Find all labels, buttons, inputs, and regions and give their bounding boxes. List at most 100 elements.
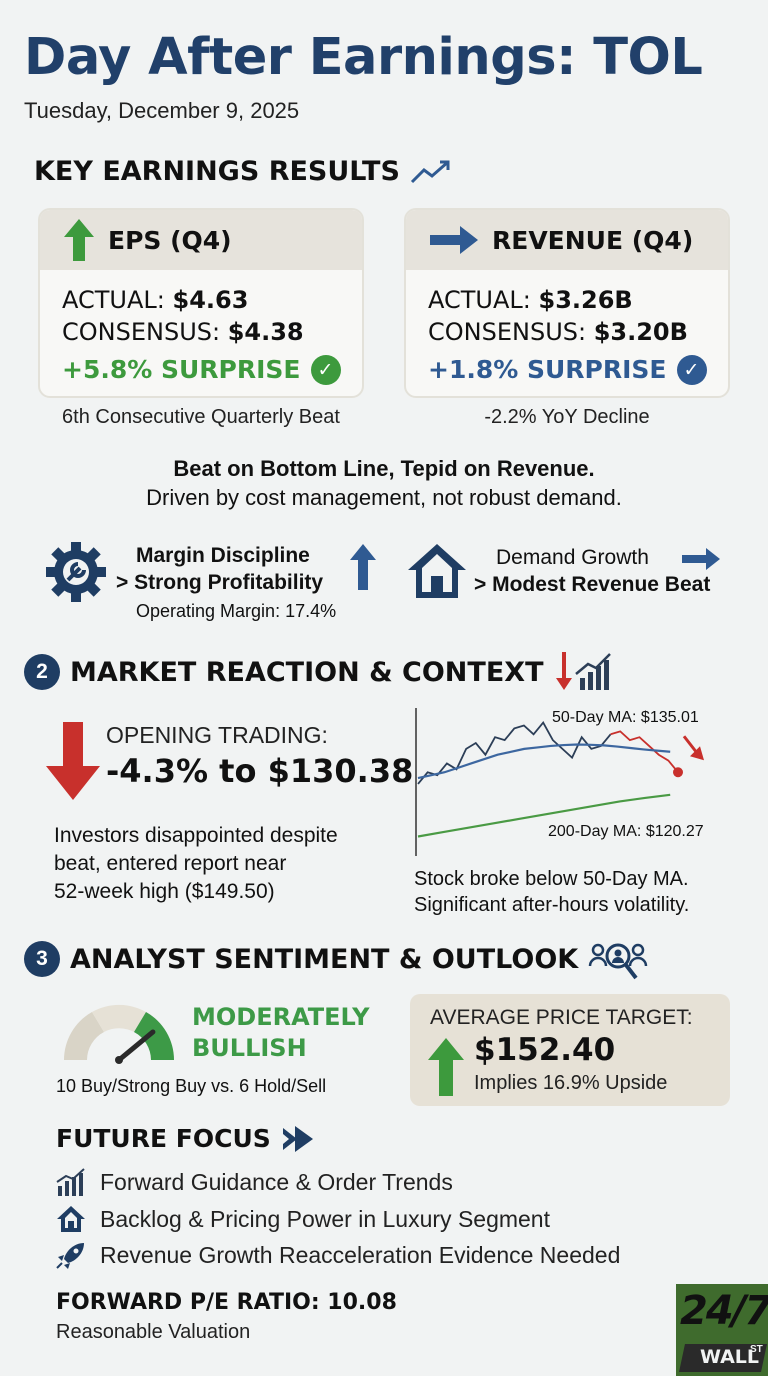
key-results-heading-text: KEY EARNINGS RESULTS [34, 156, 400, 187]
future-item: Forward Guidance & Order Trends [56, 1168, 453, 1196]
chart-icon [56, 1168, 85, 1196]
eps-actual-label: ACTUAL: [62, 286, 165, 314]
opening-value: -4.3% to $130.38 [106, 752, 414, 790]
gauge-hub [115, 1056, 123, 1064]
trend-up-icon [410, 160, 450, 183]
margin-line1: Margin Discipline [136, 544, 310, 567]
page-date: Tuesday, December 9, 2025 [24, 98, 300, 123]
revenue-actual-label: ACTUAL: [428, 286, 531, 314]
ma50-line [417, 743, 671, 780]
ma200-label: 200-Day MA: $120.27 [548, 823, 704, 840]
revenue-title: REVENUE (Q4) [492, 225, 694, 255]
opening-label: OPENING TRADING: [106, 722, 328, 748]
future-item-text: Forward Guidance & Order Trends [100, 1168, 453, 1195]
sentiment-line2: BULLISH [192, 1034, 307, 1062]
eps-consensus-value: $4.38 [227, 318, 304, 346]
logo-sub-text: WALL [700, 1346, 760, 1368]
gauge-segment-low [63, 1012, 104, 1060]
arrow-right-icon [682, 548, 720, 570]
revenue-surprise-text: +1.8% SURPRISE [428, 355, 667, 384]
page-title: Day After Earnings: TOL [24, 28, 703, 87]
margin-note: Operating Margin: 17.4% [136, 601, 337, 621]
eps-body: ACTUAL: $4.63 CONSENSUS: $4.38 +5.8% SUR… [40, 270, 362, 386]
moving-average-chart: 50-Day MA: $135.01 200-Day MA: $120.27 [415, 708, 704, 856]
check-circle-icon: ✓ [310, 355, 341, 385]
analyst-heading: 3 ANALYST SENTIMENT & OUTLOOK [24, 938, 648, 980]
valuation-note: Reasonable Valuation [56, 1321, 251, 1343]
people-search-icon [588, 943, 648, 980]
sentiment-gauge [63, 1004, 175, 1064]
eps-card-header: EPS (Q4) [40, 210, 362, 270]
market-description-line: Investors disappointed despite [54, 824, 338, 847]
down-arrow-chart-icon [555, 652, 611, 690]
ma200-line [417, 793, 671, 838]
future-heading: FUTURE FOCUS [56, 1124, 319, 1153]
revenue-card-header: REVENUE (Q4) [406, 210, 728, 270]
sentiment-line1: MODERATELY [192, 1003, 370, 1031]
eps-actual-row: ACTUAL: $4.63 [62, 284, 362, 316]
logo-main-text: 24/7 [680, 1288, 768, 1334]
future-item-text: Backlog & Pricing Power in Luxury Segmen… [100, 1205, 550, 1232]
section-number-2: 2 [24, 654, 60, 690]
market-description: Investors disappointed despite beat, ent… [54, 822, 338, 906]
future-heading-text: FUTURE FOCUS [56, 1124, 271, 1153]
house-icon [408, 544, 466, 598]
chart-caption: Stock broke below 50-Day MA. Significant… [414, 866, 689, 918]
eps-actual-value: $4.63 [172, 286, 249, 314]
margin-block: Margin Discipline > Strong Profitability… [116, 542, 356, 626]
demand-line1: Demand Growth [496, 546, 649, 569]
big-down-arrow-icon [46, 722, 100, 800]
gear-icon [46, 542, 106, 602]
market-description-line: beat, entered report near [54, 852, 287, 875]
revenue-consensus-row: CONSENSUS: $3.20B [428, 316, 728, 348]
price-target-label: AVERAGE PRICE TARGET: [430, 1006, 693, 1029]
arrow-up-icon [64, 219, 94, 261]
stock-last-point [673, 767, 683, 778]
gauge-needle [116, 1029, 156, 1063]
revenue-consensus-label: CONSENSUS: [428, 318, 587, 346]
section-number-3: 3 [24, 941, 60, 977]
rocket-icon [56, 1243, 84, 1269]
chart-caption-line: Significant after-hours volatility. [414, 894, 690, 916]
market-heading-text: MARKET REACTION & CONTEXT [70, 656, 544, 688]
stock-price-drop-line [610, 730, 679, 773]
revenue-note: -2.2% YoY Decline [484, 406, 650, 428]
revenue-actual-value: $3.26B [538, 286, 633, 314]
revenue-surprise: +1.8% SURPRISE ✓ [428, 354, 728, 386]
ratings-text: 10 Buy/Strong Buy vs. 6 Hold/Sell [56, 1076, 327, 1096]
demand-line2: > Modest Revenue Beat [474, 573, 711, 596]
price-target-card: AVERAGE PRICE TARGET: $152.40 Implies 16… [410, 994, 730, 1106]
price-target-note: Implies 16.9% Upside [474, 1072, 668, 1094]
revenue-consensus-value: $3.20B [593, 318, 688, 346]
key-results-heading: KEY EARNINGS RESULTS [34, 156, 454, 187]
eps-surprise: +5.8% SURPRISE ✓ [62, 354, 362, 386]
margin-line2: > Strong Profitability [116, 571, 324, 594]
future-item: Revenue Growth Reacceleration Evidence N… [56, 1241, 620, 1269]
logo-sup-text: ST [750, 1344, 763, 1355]
check-circle-icon: ✓ [676, 355, 707, 385]
down-arrow-icon [682, 735, 704, 761]
summary-sub: Driven by cost management, not robust de… [146, 485, 622, 510]
eps-note: 6th Consecutive Quarterly Beat [62, 406, 340, 428]
house-icon [57, 1206, 85, 1232]
arrow-up-icon [428, 1038, 464, 1096]
ma50-label: 50-Day MA: $135.01 [552, 709, 699, 726]
gauge-segment-mid [92, 1004, 146, 1032]
future-item: Backlog & Pricing Power in Luxury Segmen… [56, 1205, 550, 1233]
market-description-line: 52-week high ($149.50) [54, 880, 275, 903]
forward-pe: FORWARD P/E RATIO: 10.08 [56, 1290, 397, 1315]
stock-price-line [417, 721, 612, 785]
arrow-up-icon [350, 544, 376, 590]
sentiment-label: MODERATELY BULLISH [192, 1002, 370, 1064]
chart-caption-line: Stock broke below 50-Day MA. [414, 868, 689, 890]
revenue-actual-row: ACTUAL: $3.26B [428, 284, 728, 316]
eps-title: EPS (Q4) [108, 225, 232, 255]
price-target-value: $152.40 [474, 1032, 616, 1068]
eps-consensus-label: CONSENSUS: [62, 318, 221, 346]
arrow-right-icon [430, 226, 478, 254]
double-chevron-icon [282, 1125, 313, 1152]
eps-consensus-row: CONSENSUS: $4.38 [62, 316, 362, 348]
revenue-card: REVENUE (Q4) ACTUAL: $3.26B CONSENSUS: $… [404, 208, 730, 398]
gauge-segment-high [134, 1012, 175, 1060]
eps-card: EPS (Q4) ACTUAL: $4.63 CONSENSUS: $4.38 … [38, 208, 364, 398]
